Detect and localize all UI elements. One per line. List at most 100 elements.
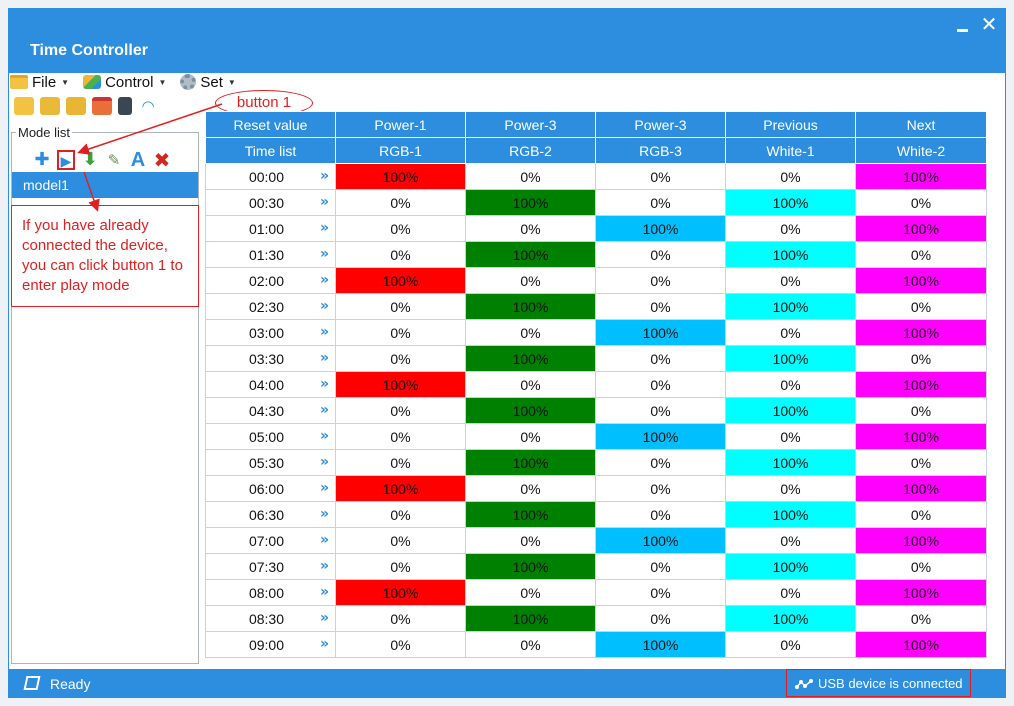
double-chevron-icon[interactable]: » xyxy=(319,428,329,444)
time-cell[interactable]: 05:00 » xyxy=(205,423,336,450)
double-chevron-icon[interactable]: » xyxy=(319,350,329,366)
value-cell[interactable]: 0% xyxy=(595,605,726,632)
value-cell[interactable]: 100% xyxy=(725,397,856,424)
value-cell[interactable]: 100% xyxy=(855,371,987,398)
value-cell[interactable]: 0% xyxy=(595,397,726,424)
value-cell[interactable]: 0% xyxy=(855,501,987,528)
column-header-value[interactable]: Power-1 xyxy=(335,111,466,138)
double-chevron-icon[interactable]: » xyxy=(319,636,329,652)
value-cell[interactable]: 100% xyxy=(725,293,856,320)
time-cell[interactable]: 02:30 » xyxy=(205,293,336,320)
value-cell[interactable]: 0% xyxy=(465,319,596,346)
column-header-channel[interactable]: White-1 xyxy=(725,137,856,164)
double-chevron-icon[interactable]: » xyxy=(319,584,329,600)
value-cell[interactable]: 100% xyxy=(725,241,856,268)
value-cell[interactable]: 0% xyxy=(335,293,466,320)
rename-icon[interactable]: A xyxy=(130,149,146,171)
value-cell[interactable]: 100% xyxy=(335,371,466,398)
value-cell[interactable]: 100% xyxy=(725,449,856,476)
time-cell[interactable]: 00:00 » xyxy=(205,163,336,190)
value-cell[interactable]: 0% xyxy=(465,475,596,502)
double-chevron-icon[interactable]: » xyxy=(319,454,329,470)
value-cell[interactable]: 100% xyxy=(595,527,726,554)
time-cell[interactable]: 01:00 » xyxy=(205,215,336,242)
time-cell[interactable]: 01:30 » xyxy=(205,241,336,268)
value-cell[interactable]: 100% xyxy=(855,319,987,346)
value-cell[interactable]: 0% xyxy=(595,267,726,294)
value-cell[interactable]: 100% xyxy=(595,215,726,242)
value-cell[interactable]: 0% xyxy=(335,631,466,658)
value-cell[interactable]: 100% xyxy=(855,215,987,242)
value-cell[interactable]: 0% xyxy=(725,319,856,346)
time-cell[interactable]: 05:30 » xyxy=(205,449,336,476)
menu-control[interactable]: Control ▼ xyxy=(83,72,166,92)
value-cell[interactable]: 0% xyxy=(465,527,596,554)
value-cell[interactable]: 100% xyxy=(465,241,596,268)
value-cell[interactable]: 0% xyxy=(855,241,987,268)
value-cell[interactable]: 0% xyxy=(855,293,987,320)
double-chevron-icon[interactable]: » xyxy=(319,480,329,496)
download-icon[interactable]: ⬇ xyxy=(82,149,98,170)
value-cell[interactable]: 0% xyxy=(335,501,466,528)
value-cell[interactable]: 0% xyxy=(335,527,466,554)
column-header-channel[interactable]: RGB-2 xyxy=(465,137,596,164)
double-chevron-icon[interactable]: » xyxy=(319,246,329,262)
value-cell[interactable]: 100% xyxy=(855,163,987,190)
column-header-channel[interactable]: RGB-1 xyxy=(335,137,466,164)
value-cell[interactable]: 0% xyxy=(465,579,596,606)
time-cell[interactable]: 07:30 » xyxy=(205,553,336,580)
double-chevron-icon[interactable]: » xyxy=(319,272,329,288)
column-header-value[interactable]: Power-3 xyxy=(465,111,596,138)
value-cell[interactable]: 0% xyxy=(595,163,726,190)
double-chevron-icon[interactable]: » xyxy=(319,532,329,548)
value-cell[interactable]: 100% xyxy=(855,527,987,554)
column-header-channel[interactable]: Time list xyxy=(205,137,336,164)
double-chevron-icon[interactable]: » xyxy=(319,610,329,626)
edit-icon[interactable]: ✎ xyxy=(107,151,121,169)
value-cell[interactable]: 100% xyxy=(465,449,596,476)
value-cell[interactable]: 0% xyxy=(725,579,856,606)
value-cell[interactable]: 0% xyxy=(335,449,466,476)
play-icon[interactable]: ▶ xyxy=(57,150,75,170)
value-cell[interactable]: 0% xyxy=(595,475,726,502)
time-cell[interactable]: 02:00 » xyxy=(205,267,336,294)
close-button[interactable]: ✕ xyxy=(980,12,998,36)
value-cell[interactable]: 100% xyxy=(465,397,596,424)
value-cell[interactable]: 0% xyxy=(725,163,856,190)
value-cell[interactable]: 0% xyxy=(465,371,596,398)
value-cell[interactable]: 100% xyxy=(335,267,466,294)
double-chevron-icon[interactable]: » xyxy=(319,298,329,314)
value-cell[interactable]: 0% xyxy=(725,371,856,398)
mode-list-item[interactable]: model1 xyxy=(12,172,198,198)
value-cell[interactable]: 100% xyxy=(595,423,726,450)
value-cell[interactable]: 0% xyxy=(465,631,596,658)
time-cell[interactable]: 08:30 » xyxy=(205,605,336,632)
value-cell[interactable]: 0% xyxy=(335,397,466,424)
double-chevron-icon[interactable]: » xyxy=(319,194,329,210)
time-cell[interactable]: 06:00 » xyxy=(205,475,336,502)
time-cell[interactable]: 07:00 » xyxy=(205,527,336,554)
value-cell[interactable]: 100% xyxy=(465,345,596,372)
value-cell[interactable]: 100% xyxy=(855,475,987,502)
column-header-channel[interactable]: RGB-3 xyxy=(595,137,726,164)
value-cell[interactable]: 0% xyxy=(725,267,856,294)
time-cell[interactable]: 09:00 » xyxy=(205,631,336,658)
device-icon[interactable] xyxy=(118,97,132,115)
menu-file[interactable]: File ▼ xyxy=(10,72,69,92)
value-cell[interactable]: 0% xyxy=(855,449,987,476)
value-cell[interactable]: 100% xyxy=(725,189,856,216)
value-cell[interactable]: 100% xyxy=(335,475,466,502)
value-cell[interactable]: 0% xyxy=(335,241,466,268)
value-cell[interactable]: 0% xyxy=(465,267,596,294)
time-cell[interactable]: 08:00 » xyxy=(205,579,336,606)
value-cell[interactable]: 0% xyxy=(855,553,987,580)
time-cell[interactable]: 04:00 » xyxy=(205,371,336,398)
double-chevron-icon[interactable]: » xyxy=(319,558,329,574)
minimize-button[interactable] xyxy=(954,17,972,35)
value-cell[interactable]: 0% xyxy=(335,423,466,450)
value-cell[interactable]: 100% xyxy=(465,189,596,216)
value-cell[interactable]: 100% xyxy=(595,319,726,346)
double-chevron-icon[interactable]: » xyxy=(319,324,329,340)
value-cell[interactable]: 100% xyxy=(465,553,596,580)
value-cell[interactable]: 100% xyxy=(855,631,987,658)
